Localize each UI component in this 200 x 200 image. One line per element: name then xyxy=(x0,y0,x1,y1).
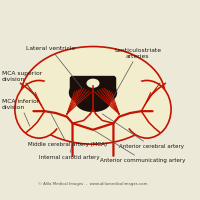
Text: MCA superior
division: MCA superior division xyxy=(2,71,42,93)
FancyBboxPatch shape xyxy=(70,76,116,98)
Ellipse shape xyxy=(86,79,99,88)
Text: Anterior communicating artery: Anterior communicating artery xyxy=(93,130,186,163)
Ellipse shape xyxy=(75,92,111,112)
Text: Middle cerebral artery (MCA): Middle cerebral artery (MCA) xyxy=(28,112,107,147)
Text: MCA inferior
division: MCA inferior division xyxy=(2,99,39,126)
Text: Internal carotid artery: Internal carotid artery xyxy=(39,142,100,160)
Ellipse shape xyxy=(15,80,63,138)
Text: © Alila Medical Images  -  www.alilamedicalimages.com: © Alila Medical Images - www.alilamedica… xyxy=(38,182,148,186)
Ellipse shape xyxy=(37,63,149,137)
Ellipse shape xyxy=(123,80,171,138)
Text: Lenticulostriate
arteries: Lenticulostriate arteries xyxy=(112,48,161,100)
Ellipse shape xyxy=(21,47,165,144)
Text: Lateral ventricle: Lateral ventricle xyxy=(26,46,82,88)
Text: Anterior cerebral artery: Anterior cerebral artery xyxy=(102,114,184,149)
Ellipse shape xyxy=(69,79,117,107)
